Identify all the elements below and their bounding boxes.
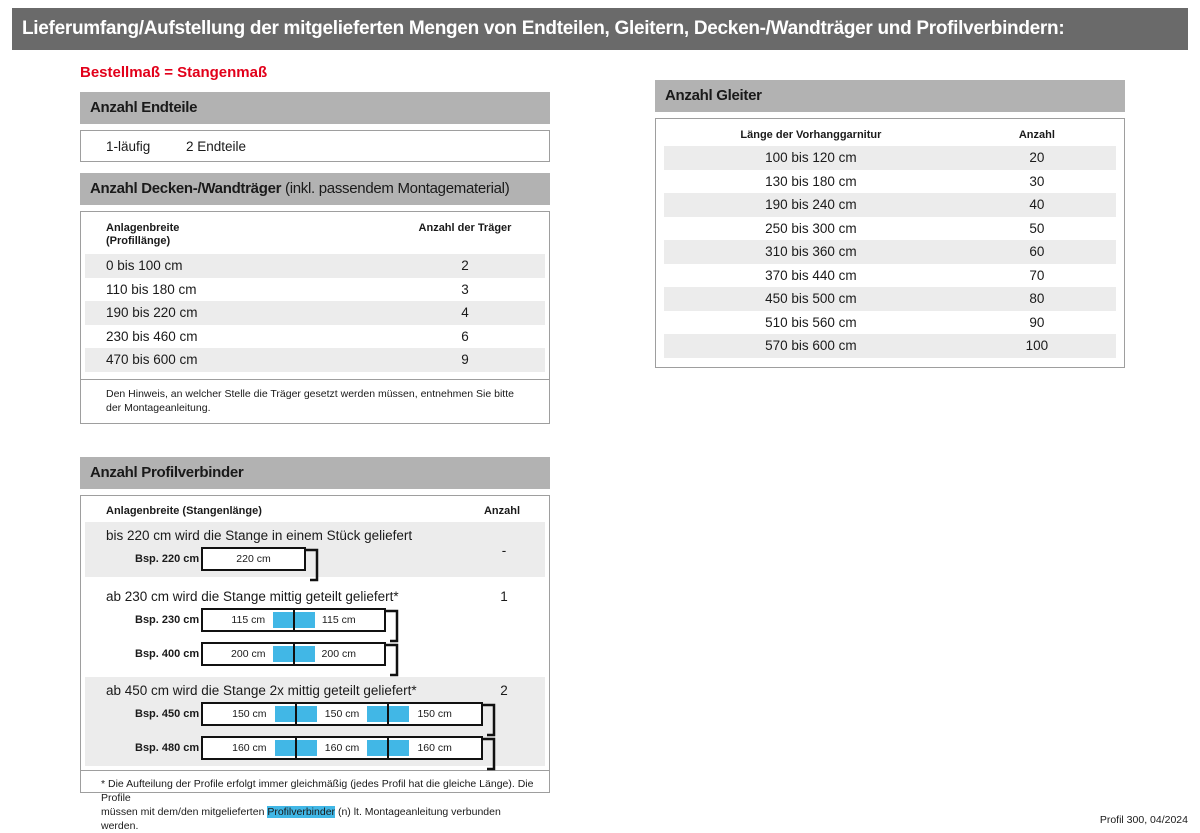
profilverbinder-footnote: * Die Aufteilung der Profile erfolgt imm…	[81, 770, 549, 833]
rod-450: 150 cm 150 cm 150 cm	[201, 702, 496, 737]
table-row: 510 bis 560 cm 90	[765, 314, 1045, 330]
rod-end-piece-icon	[483, 737, 496, 771]
right-column: Anzahl Gleiter Länge der Vorhanggarnitur…	[655, 80, 1125, 368]
traeger-col1-header: Anlagenbreite (Profillänge)	[106, 222, 180, 247]
traeger-note: Den Hinweis, an welcher Stelle die Träge…	[81, 378, 549, 416]
section-header-traeger-sub: (inkl. passendem Montagematerial)	[281, 180, 510, 197]
table-row: 230 bis 460 cm 6	[106, 328, 469, 344]
profilverbinder-block-2: ab 230 cm wird die Stange mittig geteilt…	[85, 583, 545, 677]
table-row: 570 bis 600 cm 100	[664, 334, 1116, 358]
page-title-banner: Lieferumfang/Aufstellung der mitgeliefer…	[12, 8, 1188, 50]
rod-split-line	[292, 644, 295, 664]
rod-split-line	[387, 738, 390, 758]
traeger-table: Anlagenbreite (Profillänge) Anzahl der T…	[80, 211, 550, 424]
rod-diagram-400: Bsp. 400 cm 200 cm 200 cm	[135, 642, 545, 677]
table-row: 470 bis 600 cm 9	[85, 348, 545, 372]
rod-split-line	[294, 738, 297, 758]
table-row: 100 bis 120 cm 20	[664, 146, 1116, 170]
endteile-table: 1-läufig 2 Endteile	[80, 130, 550, 162]
profilverbinder-block-3: ab 450 cm wird die Stange 2x mittig gete…	[85, 677, 545, 771]
table-row: 0 bis 100 cm 2	[85, 254, 545, 278]
rod-end-piece-icon	[386, 643, 399, 677]
rod-diagram-480: Bsp. 480 cm 160 cm 160 cm 160 cm	[135, 736, 545, 771]
block-1-count: -	[501, 543, 507, 558]
table-row: 250 bis 300 cm 50	[765, 220, 1045, 236]
page-title: Lieferumfang/Aufstellung der mitgeliefer…	[22, 18, 1065, 39]
rod-diagram-220: Bsp. 220 cm 220 cm	[135, 547, 545, 582]
rod-end-piece-icon	[483, 703, 496, 737]
order-measure-note: Bestellmaß = Stangenmaß	[80, 64, 268, 81]
traeger-col2-header: Anzahl der Träger	[418, 222, 512, 234]
section-header-endteile: Anzahl Endteile	[80, 92, 550, 124]
rod-end-piece-icon	[386, 609, 399, 643]
rod-split-line	[294, 704, 297, 724]
rod-split-line	[387, 704, 390, 724]
table-row: 370 bis 440 cm 70	[765, 267, 1045, 283]
profilverbinder-block-1: bis 220 cm wird die Stange in einem Stüc…	[85, 522, 545, 582]
block-3-rule-text: ab 450 cm wird die Stange 2x mittig gete…	[106, 683, 417, 698]
gleiter-table: Länge der Vorhanggarnitur Anzahl 100 bis…	[655, 118, 1125, 368]
rod-split-line	[292, 610, 295, 630]
gleiter-col1-header: Länge der Vorhanggarnitur	[740, 129, 882, 141]
table-row: 190 bis 240 cm 40	[664, 193, 1116, 217]
rod-220: 220 cm	[201, 547, 319, 582]
rod-diagram-230: Bsp. 230 cm 115 cm 115 cm	[135, 608, 545, 643]
table-row: 310 bis 360 cm 60	[664, 240, 1116, 264]
rod-400: 200 cm 200 cm	[201, 642, 399, 677]
section-header-profilverbinder: Anzahl Profilverbinder	[80, 457, 550, 489]
block-2-rule-text: ab 230 cm wird die Stange mittig geteilt…	[106, 589, 399, 604]
document-footer: Profil 300, 04/2024	[1099, 814, 1188, 826]
rod-480: 160 cm 160 cm 160 cm	[201, 736, 496, 771]
block-2-count: 1	[500, 589, 508, 604]
profilverbinder-table-header: Anlagenbreite (Stangenlänge) Anzahl	[81, 496, 549, 522]
section-header-profilverbinder-label: Anzahl Profilverbinder	[90, 464, 244, 481]
block-1-rule-text: bis 220 cm wird die Stange in einem Stüc…	[106, 528, 413, 543]
profilverbinder-col1-header: Anlagenbreite (Stangenlänge)	[106, 505, 262, 517]
left-column: Bestellmaß = Stangenmaß Anzahl Endteile …	[80, 64, 550, 832]
rod-230: 115 cm 115 cm	[201, 608, 399, 643]
endteile-row-label: 1-läufig	[106, 138, 151, 154]
table-row: 130 bis 180 cm 30	[765, 173, 1045, 189]
gleiter-col2-header: Anzahl	[1018, 129, 1055, 141]
section-header-traeger: Anzahl Decken-/Wandträger (inkl. passend…	[80, 173, 550, 205]
section-header-traeger-label: Anzahl Decken-/Wandträger	[90, 180, 282, 197]
endteile-row-value: 2 Endteile	[186, 138, 247, 154]
section-header-gleiter-label: Anzahl Gleiter	[665, 87, 762, 104]
gleiter-table-header: Länge der Vorhanggarnitur Anzahl	[664, 123, 1116, 146]
section-header-gleiter: Anzahl Gleiter	[655, 80, 1125, 112]
table-row: 190 bis 220 cm 4	[85, 301, 545, 325]
profilverbinder-table: Anlagenbreite (Stangenlänge) Anzahl bis …	[80, 495, 550, 832]
block-3-count: 2	[500, 683, 508, 698]
table-row: 450 bis 500 cm 80	[664, 287, 1116, 311]
rod-end-piece-icon	[306, 548, 319, 582]
section-header-endteile-label: Anzahl Endteile	[90, 99, 198, 116]
rod-diagram-450: Bsp. 450 cm 150 cm 150 cm 150 cm	[135, 702, 545, 737]
table-row: 110 bis 180 cm 3	[106, 281, 469, 297]
traeger-table-header: Anlagenbreite (Profillänge) Anzahl der T…	[85, 212, 545, 254]
profilverbinder-col2-header: Anzahl	[483, 505, 521, 517]
highlighted-term: Profilverbinder	[267, 806, 336, 818]
